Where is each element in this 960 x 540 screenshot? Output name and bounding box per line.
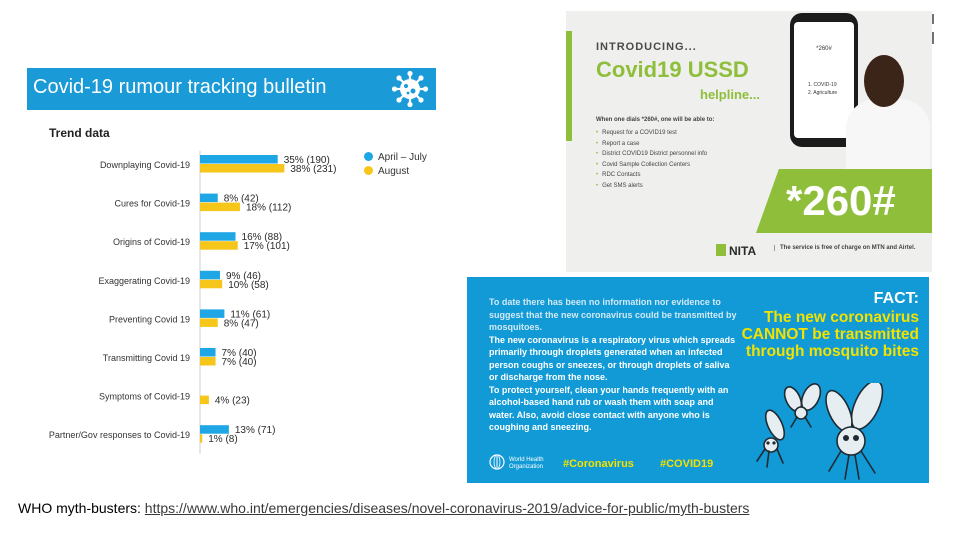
fact-paragraph: The new coronavirus is a respiratory vir… bbox=[489, 334, 736, 383]
person-illustration bbox=[846, 99, 930, 181]
data-label: 9% (46) bbox=[226, 271, 261, 282]
bar-april-july bbox=[200, 270, 220, 280]
bar-april-july bbox=[200, 232, 236, 241]
ussd-feature-list: Request for a COVID19 test Report a case… bbox=[596, 128, 707, 191]
footer-prefix: WHO myth-busters: bbox=[18, 500, 145, 516]
bar-april-july bbox=[200, 155, 278, 164]
category-label: Cures for Covid-19 bbox=[114, 199, 190, 209]
legend-item-april-july: April – July bbox=[364, 152, 427, 164]
bar-april-july bbox=[200, 309, 225, 318]
list-item: Get SMS alerts bbox=[596, 181, 707, 192]
fact-headline: The new coronavirus CANNOT be transmitte… bbox=[741, 309, 919, 360]
phone-dial-code: *260# bbox=[816, 46, 832, 52]
bar-august bbox=[200, 318, 218, 327]
legend-label: August bbox=[378, 166, 410, 177]
bar-august bbox=[200, 164, 285, 173]
list-item: Covid Sample Collection Centers bbox=[596, 160, 707, 171]
fact-label: FACT: bbox=[873, 290, 919, 307]
ussd-code-banner: *260# bbox=[756, 169, 932, 233]
fact-body: To date there has been no information no… bbox=[489, 296, 739, 434]
ussd-code: *260# bbox=[786, 177, 896, 224]
coronavirus-icon bbox=[391, 70, 429, 108]
ussd-helpline: helpline... bbox=[700, 87, 760, 102]
ussd-introducing: INTRODUCING... bbox=[596, 41, 697, 53]
bar-august bbox=[200, 434, 203, 443]
who-logo-icon bbox=[489, 454, 505, 470]
bulletin-title: Covid-19 rumour tracking bulletin bbox=[33, 76, 327, 98]
list-item: Request for a COVID19 test bbox=[596, 128, 707, 139]
data-label: 7% (40) bbox=[222, 348, 257, 359]
mosquito-icon bbox=[756, 383, 884, 480]
data-label: 4% (23) bbox=[215, 396, 250, 407]
ussd-helpline-ad: INTRODUCING... Covid19 USSD helpline... … bbox=[566, 11, 932, 272]
phone-screen: *260# 1. COVID-19 2. Agriculture bbox=[794, 22, 854, 138]
fact-paragraph: To protect yourself, clean your hands fr… bbox=[489, 384, 729, 433]
bar-august bbox=[200, 241, 238, 250]
edge-mark bbox=[932, 14, 934, 44]
trend-bar-chart: Downplaying Covid-19 35% (190)38% (231) Cu… bbox=[49, 151, 337, 454]
phone-menu-item: 1. COVID-19 bbox=[808, 82, 837, 88]
data-label: 38% (231) bbox=[290, 164, 336, 175]
data-label: 8% (47) bbox=[224, 318, 259, 329]
category-label: Transmitting Covid 19 bbox=[103, 353, 190, 363]
category-label: Partner/Gov responses to Covid-19 bbox=[49, 430, 190, 440]
data-label: 10% (58) bbox=[228, 280, 269, 291]
bulletin-header: Covid-19 rumour tracking bulletin bbox=[27, 68, 436, 110]
bar-august bbox=[200, 357, 216, 366]
bar-april-july bbox=[200, 348, 216, 357]
who-fact-card: To date there has been no information no… bbox=[467, 277, 929, 483]
nita-logo-text: NITA bbox=[729, 244, 756, 258]
data-label: 8% (42) bbox=[224, 194, 259, 205]
data-label: 1% (8) bbox=[208, 434, 237, 445]
ussd-free-note: The service is free of charge on MTN and… bbox=[774, 245, 915, 251]
who-name-line: Organization bbox=[509, 464, 544, 470]
data-label: 7% (40) bbox=[222, 357, 257, 368]
data-label: 16% (88) bbox=[242, 232, 283, 243]
legend-swatch bbox=[364, 152, 373, 161]
category-label: Downplaying Covid-19 bbox=[100, 160, 190, 170]
list-item: Report a case bbox=[596, 139, 707, 150]
category-label: Symptoms of Covid-19 bbox=[99, 392, 190, 402]
legend-label: April – July bbox=[378, 152, 427, 163]
data-label: 13% (71) bbox=[235, 425, 276, 436]
myth-busters-link[interactable]: https://www.who.int/emergencies/diseases… bbox=[144, 500, 750, 516]
category-label: Origins of Covid-19 bbox=[113, 237, 190, 247]
data-label: 11% (61) bbox=[230, 309, 270, 320]
ussd-when-text: When one dials *260#, one will be able t… bbox=[596, 117, 715, 123]
category-label: Preventing Covid 19 bbox=[109, 314, 190, 324]
data-label: 18% (112) bbox=[246, 203, 291, 214]
data-label: 35% (190) bbox=[284, 155, 330, 166]
legend-item-august: August bbox=[364, 166, 409, 178]
list-item: District COVID19 District personnel info bbox=[596, 149, 707, 160]
bar-april-july bbox=[200, 193, 218, 203]
nita-logo-icon: NITA bbox=[716, 244, 756, 258]
data-label: 17% (101) bbox=[244, 241, 290, 252]
bar-august bbox=[200, 395, 209, 405]
hashtag-covid19: #COVID19 bbox=[660, 458, 714, 470]
accent-bar bbox=[566, 31, 572, 141]
ussd-title: Covid19 USSD bbox=[596, 57, 749, 82]
legend-swatch bbox=[364, 166, 373, 175]
person-head bbox=[864, 55, 904, 107]
phone-menu-item: 2. Agriculture bbox=[808, 90, 838, 96]
trend-data-label: Trend data bbox=[49, 126, 110, 140]
bar-august bbox=[200, 202, 240, 212]
hashtag-coronavirus: #Coronavirus bbox=[563, 458, 634, 470]
bar-april-july bbox=[200, 425, 229, 434]
footer-source: WHO myth-busters: https://www.who.int/em… bbox=[18, 500, 749, 516]
who-name-line: World Health bbox=[509, 457, 544, 463]
fact-paragraph: To date there has been no information no… bbox=[489, 297, 737, 332]
category-label: Exaggerating Covid-19 bbox=[98, 276, 190, 286]
list-item: RDC Contacts bbox=[596, 170, 707, 181]
bar-august bbox=[200, 279, 223, 289]
who-name: World Health Organization bbox=[509, 457, 544, 471]
